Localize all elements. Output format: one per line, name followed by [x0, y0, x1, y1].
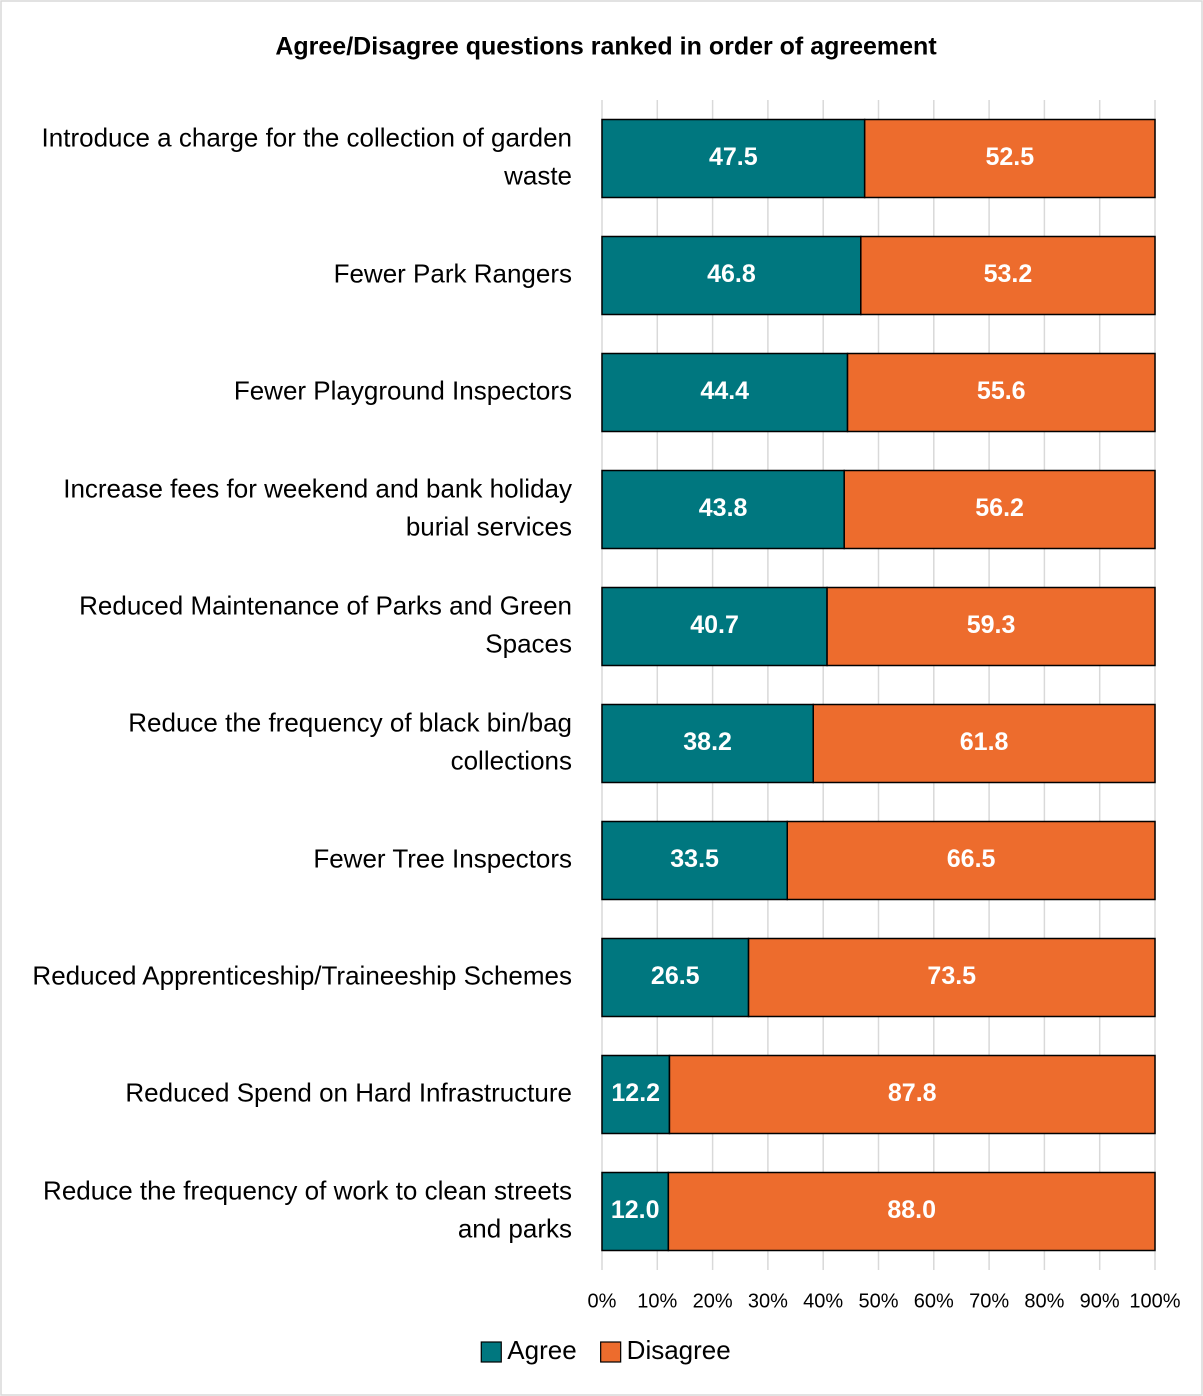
- x-tick-label: 40%: [803, 1290, 843, 1312]
- data-label: 61.8: [960, 728, 1009, 756]
- data-label: 87.8: [888, 1079, 937, 1107]
- x-tick-label: 60%: [914, 1290, 954, 1312]
- bar-segment: [601, 352, 849, 433]
- bar-segment: [846, 352, 1156, 433]
- bar-segment: [863, 118, 1156, 199]
- label-line: burial services: [406, 511, 572, 541]
- label-line: Introduce a charge for the collection of…: [42, 122, 572, 152]
- x-tick-label: 80%: [1024, 1290, 1064, 1312]
- data-label: 40.7: [690, 611, 739, 639]
- label-line: waste: [503, 160, 572, 190]
- data-label: 56.2: [975, 494, 1024, 522]
- label-line: Reduced Apprenticeship/Traineeship Schem…: [32, 960, 572, 990]
- label-line: Reduced Maintenance of Parks and Green: [79, 590, 572, 620]
- data-label: 47.5: [709, 143, 758, 171]
- x-tick-label: 10%: [637, 1290, 677, 1312]
- label-line: and parks: [458, 1213, 572, 1243]
- legend-swatch: [480, 1341, 502, 1363]
- data-label: 53.2: [984, 260, 1033, 288]
- bar-segment: [747, 937, 1156, 1018]
- bar-segment: [860, 235, 1156, 316]
- legend-label: Agree: [507, 1335, 576, 1365]
- data-label: 33.5: [670, 845, 719, 873]
- legend-swatch: [600, 1341, 622, 1363]
- y-tick-label: Reduced Maintenance of Parks and Green Sp…: [79, 590, 572, 658]
- data-label: 59.3: [967, 611, 1016, 639]
- bar-segment: [601, 1054, 671, 1135]
- y-tick-label: Introduce a charge for the collection of…: [42, 122, 572, 190]
- label-line: Fewer Park Rangers: [334, 258, 572, 288]
- bar-segment: [667, 1171, 1156, 1252]
- data-label: 46.8: [707, 260, 756, 288]
- x-tick-label: 0%: [588, 1290, 617, 1312]
- bar-segment: [601, 586, 828, 667]
- y-tick-label: Reduce the frequency of work to clean st…: [43, 1175, 572, 1243]
- label-line: collections: [451, 745, 572, 775]
- label-line: Fewer Playground Inspectors: [234, 375, 572, 405]
- bar-segment: [826, 586, 1156, 667]
- label-line: Increase fees for weekend and bank holid…: [63, 473, 572, 503]
- x-tick-label: 20%: [693, 1290, 733, 1312]
- data-label: 38.2: [683, 728, 732, 756]
- y-tick-label: Increase fees for weekend and bank holid…: [63, 473, 572, 541]
- bar-segment: [812, 703, 1156, 784]
- x-tick-label: 50%: [858, 1290, 898, 1312]
- data-label: 88.0: [887, 1196, 936, 1224]
- label-line: Reduce the frequency of work to clean st…: [43, 1175, 572, 1205]
- x-tick-label: 90%: [1080, 1290, 1120, 1312]
- label-line: Reduced Spend on Hard Infrastructure: [125, 1077, 572, 1107]
- bar-segment: [601, 703, 814, 784]
- bar-segment: [601, 937, 750, 1018]
- data-label: 52.5: [986, 143, 1035, 171]
- legend-label: Disagree: [627, 1335, 731, 1365]
- data-label: 43.8: [699, 494, 748, 522]
- label-line: Reduce the frequency of black bin/bag: [128, 707, 572, 737]
- bar-segment: [668, 1054, 1156, 1135]
- data-label: 73.5: [927, 962, 976, 990]
- x-tick-label: 100%: [1129, 1290, 1180, 1312]
- y-tick-label: Reduced Apprenticeship/Traineeship Schem…: [32, 960, 572, 990]
- bar-segment: [786, 820, 1156, 901]
- data-label: 44.4: [700, 377, 749, 405]
- bar-segment: [601, 469, 845, 550]
- y-tick-label: Fewer Tree Inspectors: [313, 843, 572, 873]
- bar-segment: [843, 469, 1156, 550]
- data-label: 55.6: [977, 377, 1026, 405]
- data-label: 12.0: [611, 1196, 660, 1224]
- x-tick-label: 30%: [748, 1290, 788, 1312]
- chart-title: Agree/Disagree questions ranked in order…: [275, 33, 937, 61]
- y-tick-label: Fewer Playground Inspectors: [234, 375, 572, 405]
- data-label: 66.5: [947, 845, 996, 873]
- x-tick-label: 70%: [969, 1290, 1009, 1312]
- data-label: 12.2: [611, 1079, 660, 1107]
- legend: Agree Disagree: [480, 1335, 731, 1365]
- y-tick-label: Fewer Park Rangers: [334, 258, 572, 288]
- y-tick-label: Reduced Spend on Hard Infrastructure: [125, 1077, 572, 1107]
- bar-segment: [601, 118, 866, 199]
- y-tick-label: Reduce the frequency of black bin/bag col…: [128, 707, 572, 775]
- label-line: Spaces: [485, 628, 572, 658]
- label-line: Fewer Tree Inspectors: [313, 843, 572, 873]
- data-label: 26.5: [651, 962, 700, 990]
